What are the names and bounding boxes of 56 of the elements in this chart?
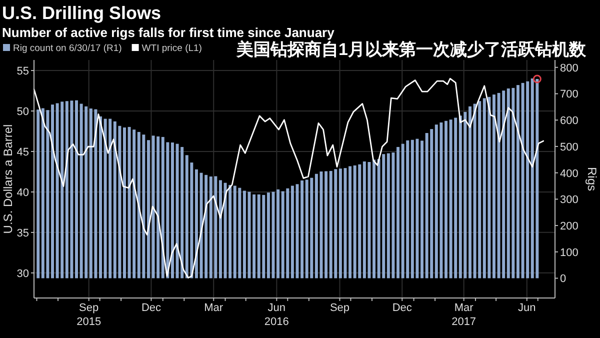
bar xyxy=(123,127,126,278)
y2-tick-label: 700 xyxy=(560,88,578,101)
y2-tick-label: 200 xyxy=(560,220,578,233)
y2-tick-label: 800 xyxy=(560,62,578,74)
x-tick-label: Dec xyxy=(141,302,162,314)
bar xyxy=(266,192,270,278)
y2-tick-label: 100 xyxy=(560,246,578,259)
bar xyxy=(348,166,352,278)
bar xyxy=(36,110,40,278)
bar xyxy=(99,116,102,278)
y-tick-label: 40 xyxy=(16,186,29,199)
x-tick-label: Jun 2016 xyxy=(264,302,289,328)
bar xyxy=(170,142,174,278)
chart-subtitle: Number of active rigs falls for first time since January xyxy=(2,25,336,40)
bar xyxy=(242,190,246,278)
x-tick-label: Jun xyxy=(518,302,536,314)
bar xyxy=(396,146,400,278)
line-series xyxy=(33,78,544,278)
y2-tick-label: 300 xyxy=(560,194,578,206)
bar xyxy=(75,100,78,278)
chart-title: U.S. Drilling Slows xyxy=(2,3,162,23)
bar xyxy=(492,94,496,278)
bar xyxy=(194,169,198,278)
bar xyxy=(290,186,294,278)
bar xyxy=(218,180,222,278)
bar xyxy=(276,189,280,278)
y2-tick-label: 0 xyxy=(560,273,566,286)
bar xyxy=(420,140,424,278)
y2-tick-label: 400 xyxy=(560,168,578,180)
legend-label: Rig count on 6/30/17 (R1) xyxy=(13,43,122,54)
bar xyxy=(444,120,448,278)
y-tick-label: 45 xyxy=(16,146,29,158)
bar xyxy=(372,160,376,278)
y-tick-label: 35 xyxy=(16,227,29,240)
bar xyxy=(146,140,150,278)
text: 美国钻探商自1月以来第一次减少了活跃钻机数 xyxy=(236,40,587,59)
x-tick-label: Sep 2015 xyxy=(76,302,102,328)
y-tick-label: 55 xyxy=(16,66,29,78)
bar xyxy=(51,104,54,278)
x-tick-label: Mar 2017 xyxy=(452,302,476,328)
y-tick-label: 30 xyxy=(16,268,29,280)
bar xyxy=(300,180,304,278)
y2-tick-label: 500 xyxy=(560,141,578,154)
bar xyxy=(324,171,328,278)
bar xyxy=(468,106,472,278)
legend-label: WTI price (L1) xyxy=(142,43,202,54)
bar xyxy=(228,184,232,278)
y2-tick-label: 600 xyxy=(560,115,578,128)
x-tick-label: Dec xyxy=(392,302,412,314)
bar xyxy=(252,194,256,278)
x-tick-label: Sep xyxy=(330,302,350,314)
y-axis-title: U.S. Dollars a Barrel xyxy=(1,124,15,234)
y2-axis-title: Rigs xyxy=(585,166,599,192)
y-tick-label: 50 xyxy=(16,106,29,118)
x-tick-label: Mar xyxy=(204,302,224,314)
bar xyxy=(516,85,520,278)
